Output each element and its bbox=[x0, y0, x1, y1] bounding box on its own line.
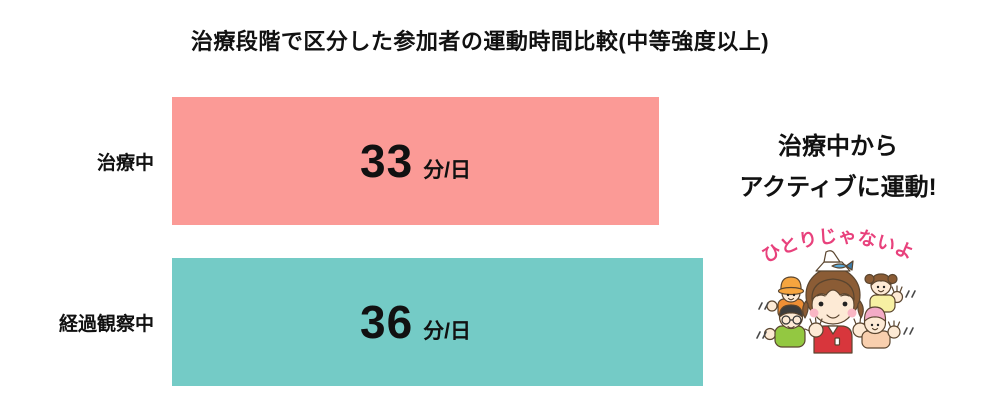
group-illustration: ひとりじゃないよ bbox=[756, 225, 917, 354]
value-number: 33 bbox=[359, 135, 414, 187]
cartoon-kid-glasses bbox=[763, 304, 806, 348]
bar-followup bbox=[172, 258, 703, 386]
bar-row-treatment: 治療中 33 分/日 bbox=[0, 97, 1000, 225]
category-label-treatment: 治療中 bbox=[96, 152, 154, 174]
bar-area: 36 分/日 bbox=[172, 258, 712, 386]
chart-title: 治療段階で区分した参加者の運動時間比較(中等強度以上) bbox=[190, 29, 770, 54]
cartoon-girl-pigtails bbox=[864, 273, 904, 313]
annotation-line-2: アクティブに運動! bbox=[739, 174, 937, 201]
annotation-line-1: 治療中から bbox=[778, 133, 898, 160]
value-unit: 分/日 bbox=[423, 159, 471, 182]
bar-area: 33 分/日 bbox=[172, 97, 712, 225]
motion-marks bbox=[756, 290, 916, 339]
cartoon-main-girl bbox=[802, 250, 872, 354]
bar-value-label-followup: 36 分/日 bbox=[172, 258, 659, 386]
bar-treatment bbox=[172, 97, 659, 225]
value-unit: 分/日 bbox=[423, 320, 471, 343]
bar-value-label-treatment: 33 分/日 bbox=[172, 97, 659, 225]
annotation-text: 治療中から アクティブに運動! bbox=[703, 126, 973, 208]
bar-row-followup: 経過観察中 36 分/日 bbox=[0, 258, 1000, 386]
value-number: 36 bbox=[359, 296, 414, 348]
category-label-followup: 経過観察中 bbox=[58, 313, 154, 335]
cartoon-kid-pink-hat bbox=[861, 306, 901, 349]
